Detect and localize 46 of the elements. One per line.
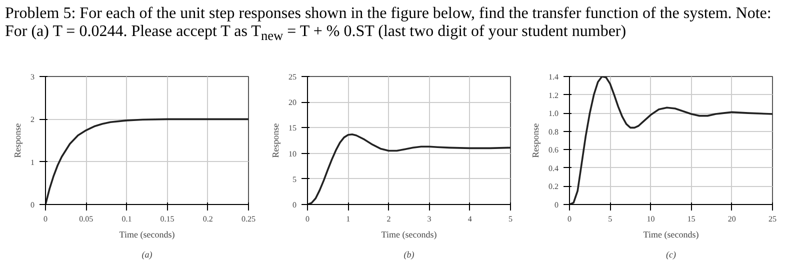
x-tick-label: 1 <box>346 214 350 224</box>
text: (a) <box>142 250 152 260</box>
x-tick-label: 4 <box>468 214 472 224</box>
y-tick-label: 1.0 <box>548 109 558 118</box>
y-tick-label: 1.4 <box>548 72 558 82</box>
y-tick-label: 15 <box>288 124 296 133</box>
y-tick-label: 0 <box>554 200 558 210</box>
x-tick-label: 0.25 <box>242 214 256 224</box>
x-tick-label: 10 <box>646 214 655 224</box>
y-tick-label: 20 <box>288 98 296 108</box>
x-tick-label: 0.1 <box>122 214 132 224</box>
text: (c) <box>666 250 676 260</box>
y-tick-label: 25 <box>288 72 296 82</box>
x-tick-label: 3 <box>427 214 432 224</box>
x-tick-label: 0.2 <box>202 214 213 224</box>
x-tick-label: 0.05 <box>79 214 94 224</box>
y-tick-label: 0.2 <box>548 182 558 192</box>
y-tick-label: 1.2 <box>548 90 558 100</box>
x-tick-label: 25 <box>768 214 776 224</box>
text: (b) <box>404 250 414 260</box>
y-axis-title: Response <box>270 123 280 158</box>
y-tick-label: 2 <box>30 115 34 124</box>
y-axis-title: Response <box>530 123 540 158</box>
y-tick-label: 0 <box>292 200 296 210</box>
y-axis-title: Response <box>12 123 22 158</box>
y-tick-label: 0.6 <box>548 146 558 155</box>
text: Problem 5: For each of the unit step responses shown in the figure below, find the transfer function of the system. Note: For (a) T = 0.0244. Please accept T as T$_{new}$ = T + % 0.ST (last two digit of your student number) <box>5 5 772 46</box>
x-tick-label: 20 <box>728 214 736 224</box>
x-tick-label: 2 <box>386 214 391 224</box>
y-tick-label: 10 <box>288 149 296 158</box>
x-tick-label: 0 <box>44 214 48 224</box>
y-tick-label: 0.8 <box>548 127 558 136</box>
y-tick-label: 3 <box>30 72 34 82</box>
y-tick-label: 1 <box>30 158 34 167</box>
x-tick-label: 15 <box>687 214 696 224</box>
x-tick-label: 0.15 <box>160 214 174 224</box>
x-axis-title: Time (seconds) <box>381 230 437 240</box>
x-tick-label: 5 <box>508 214 512 224</box>
x-tick-label: 0 <box>306 214 310 224</box>
x-tick-label: 0 <box>568 214 572 224</box>
x-tick-label: 5 <box>608 214 612 224</box>
y-tick-label: 5 <box>292 174 296 184</box>
x-axis-title: Time (seconds) <box>643 230 699 240</box>
y-tick-label: 0 <box>30 200 34 210</box>
y-tick-label: 0.4 <box>548 164 558 173</box>
x-axis-title: Time (seconds) <box>119 230 175 240</box>
